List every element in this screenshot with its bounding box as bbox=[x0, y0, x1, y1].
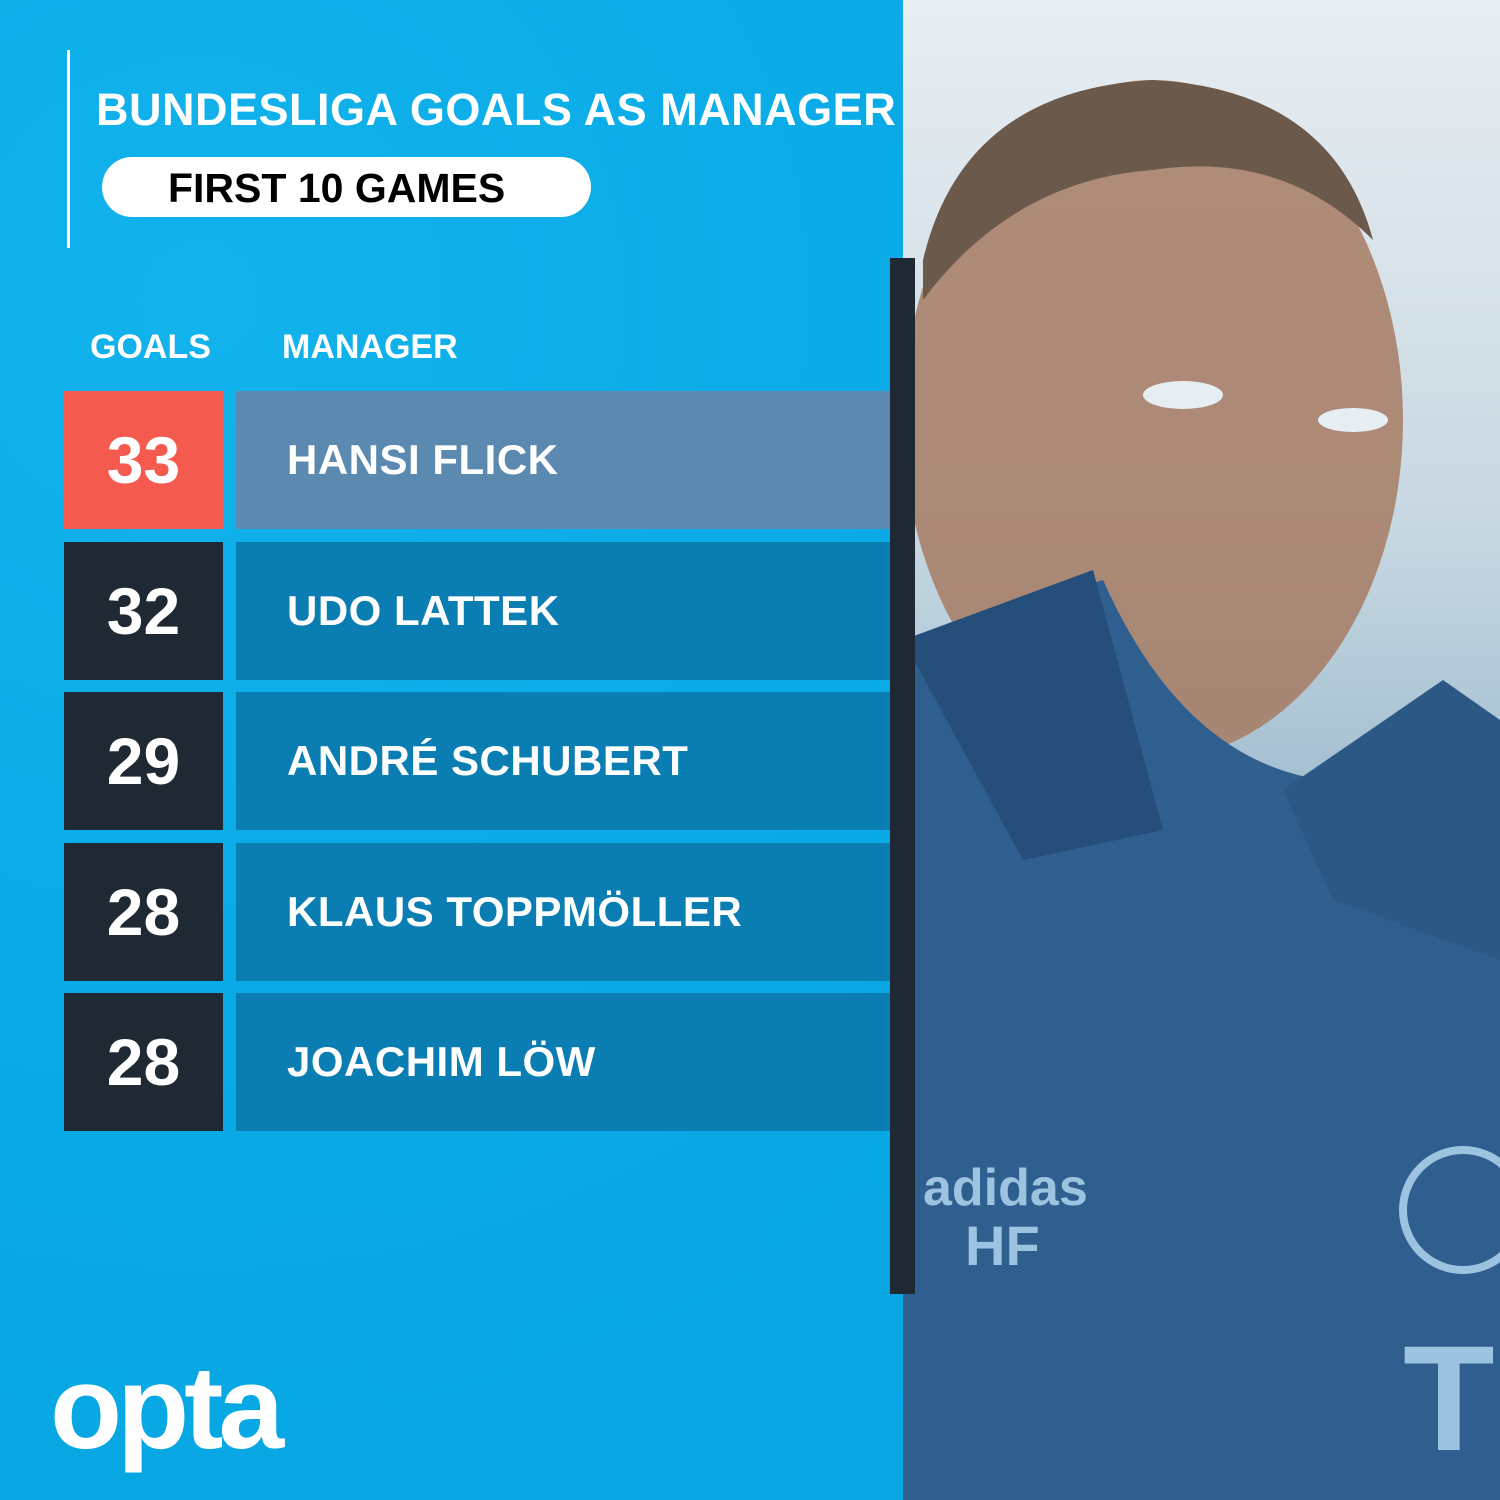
goals-value: 28 bbox=[64, 993, 223, 1131]
svg-text:T: T bbox=[1403, 1314, 1495, 1482]
manager-name: HANSI FLICK bbox=[236, 391, 890, 529]
title-accent-line bbox=[67, 50, 70, 248]
goals-value: 32 bbox=[64, 541, 223, 680]
divider-bar bbox=[890, 258, 915, 1294]
photo-illustration: adidas HF T bbox=[903, 80, 1500, 1500]
column-header-goals: GOALS bbox=[90, 328, 211, 366]
table-row: 28 JOACHIM LÖW bbox=[64, 993, 890, 1131]
goals-value: 28 bbox=[64, 842, 223, 981]
column-header-manager: MANAGER bbox=[282, 328, 458, 366]
manager-photo: adidas HF T bbox=[903, 0, 1500, 1500]
chart-title: BUNDESLIGA GOALS AS MANAGER bbox=[96, 84, 897, 135]
manager-name: UDO LATTEK bbox=[236, 541, 890, 680]
table-row: 28 KLAUS TOPPMÖLLER bbox=[64, 842, 890, 981]
manager-name: ANDRÉ SCHUBERT bbox=[236, 692, 890, 830]
table-row: 33 HANSI FLICK bbox=[64, 391, 890, 529]
table-row: 32 UDO LATTEK bbox=[64, 541, 890, 680]
goals-value: 29 bbox=[64, 692, 223, 830]
subtitle-pill: FIRST 10 GAMES bbox=[102, 157, 591, 217]
jacket-initials: HF bbox=[965, 1214, 1040, 1277]
manager-name: JOACHIM LÖW bbox=[236, 993, 890, 1131]
table-row: 29 ANDRÉ SCHUBERT bbox=[64, 692, 890, 830]
opta-logo: opta bbox=[50, 1342, 284, 1474]
goals-value: 33 bbox=[64, 391, 223, 529]
chart-subtitle: FIRST 10 GAMES bbox=[168, 165, 506, 211]
jacket-brand: adidas bbox=[923, 1159, 1088, 1217]
manager-name: KLAUS TOPPMÖLLER bbox=[236, 842, 890, 981]
